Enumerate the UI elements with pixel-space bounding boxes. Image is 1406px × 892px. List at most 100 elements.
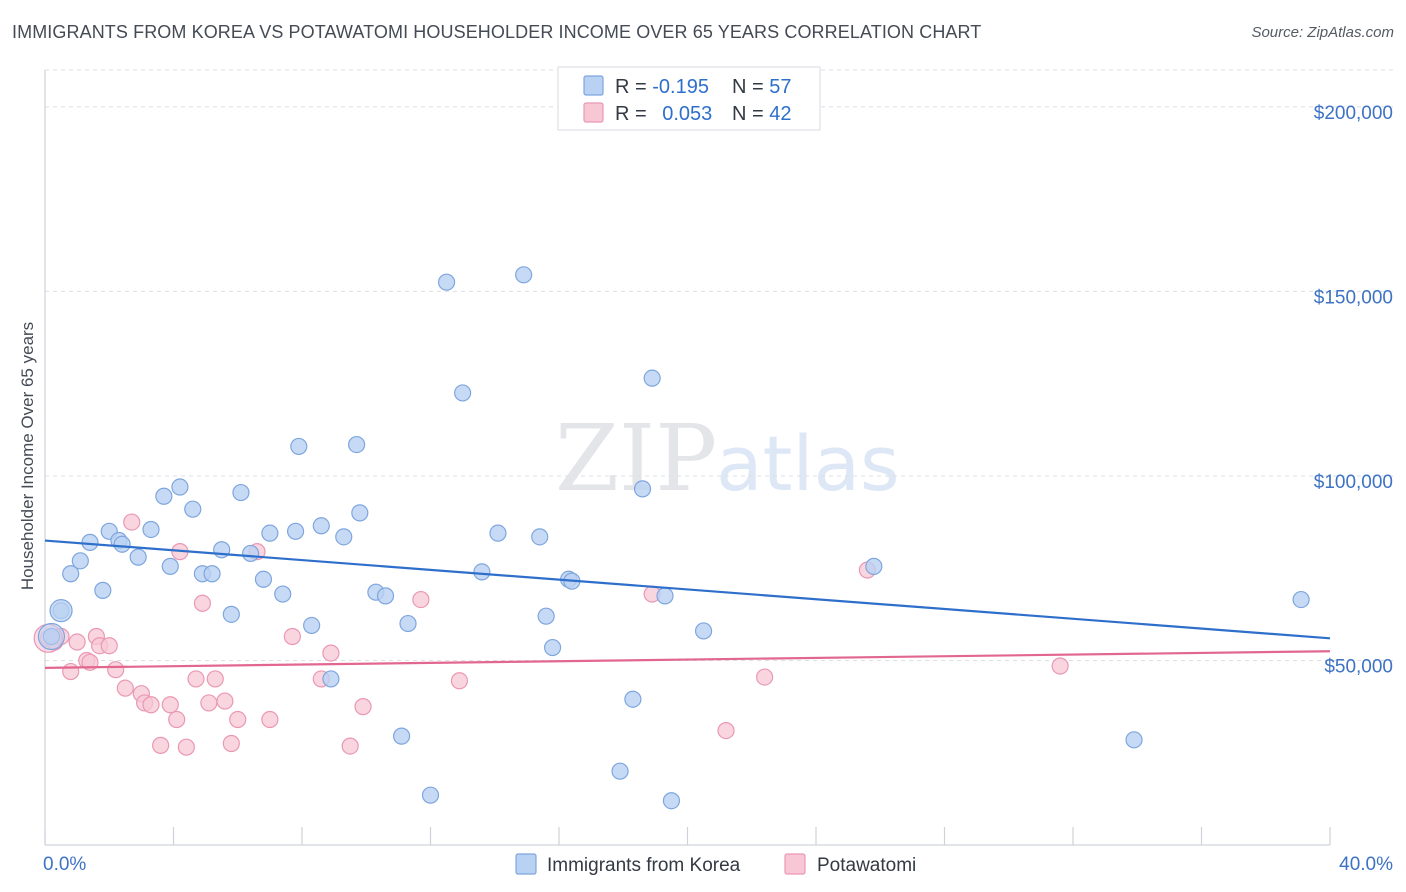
y-tick-label: $150,000 bbox=[1314, 287, 1393, 308]
data-point-potawatomi bbox=[354, 698, 372, 716]
data-point-korea bbox=[454, 384, 472, 402]
data-point-korea bbox=[515, 266, 533, 284]
data-point-korea bbox=[643, 369, 661, 387]
data-point-korea bbox=[113, 535, 131, 553]
data-point-korea bbox=[286, 522, 305, 540]
data-point-korea bbox=[662, 792, 681, 810]
data-point-korea bbox=[312, 517, 330, 535]
data-point-potawatomi bbox=[123, 513, 141, 531]
korea-series bbox=[37, 266, 1310, 810]
data-point-korea bbox=[694, 622, 713, 640]
data-point-korea bbox=[71, 552, 89, 570]
data-point-korea bbox=[155, 487, 173, 505]
data-point-potawatomi bbox=[62, 662, 80, 681]
data-point-potawatomi bbox=[152, 736, 170, 754]
data-point-korea bbox=[421, 786, 440, 804]
legend-korea-r-value: -0.195 bbox=[652, 76, 709, 98]
y-tick-label: $50,000 bbox=[1324, 656, 1393, 677]
potawatomi-series bbox=[33, 513, 1069, 756]
data-point-korea bbox=[437, 273, 456, 291]
data-point-potawatomi bbox=[412, 590, 430, 609]
data-point-potawatomi bbox=[1051, 657, 1069, 675]
data-point-korea bbox=[242, 544, 260, 563]
legend-pota-r-label: R = bbox=[615, 103, 652, 125]
data-point-korea bbox=[254, 570, 273, 588]
data-point-potawatomi bbox=[107, 661, 125, 679]
trend-lines bbox=[44, 539, 1331, 669]
chart-source: Source: ZipAtlas.com bbox=[1251, 24, 1394, 41]
data-point-korea bbox=[290, 437, 308, 456]
data-point-korea bbox=[335, 528, 353, 546]
y-tick-label: $200,000 bbox=[1314, 103, 1393, 124]
top-legend: R = -0.195 N = 57 R = 0.053 N = 42 bbox=[557, 66, 821, 131]
data-point-potawatomi bbox=[206, 670, 224, 688]
zipatlas-watermark: ZIP atlas bbox=[555, 405, 900, 512]
svg-text:R = 0.053: R = 0.053 bbox=[615, 103, 712, 125]
x-tick-label: 0.0% bbox=[43, 854, 86, 875]
x-tick-label: 40.0% bbox=[1339, 854, 1393, 875]
data-point-korea bbox=[274, 585, 292, 603]
x-tick-labels: 0.0% 40.0% bbox=[43, 854, 1393, 875]
data-point-potawatomi bbox=[187, 670, 205, 688]
y-tick-labels: $50,000 $100,000 $150,000 $200,000 bbox=[1314, 103, 1393, 678]
data-point-potawatomi bbox=[100, 637, 118, 655]
data-point-korea bbox=[303, 616, 321, 635]
data-point-korea bbox=[37, 622, 66, 651]
y-tick-label: $100,000 bbox=[1314, 472, 1393, 493]
data-point-potawatomi bbox=[161, 696, 179, 714]
bottom-legend-swatch-potawatomi bbox=[784, 853, 806, 875]
grid bbox=[45, 69, 1393, 661]
data-point-korea bbox=[322, 670, 340, 688]
data-point-potawatomi bbox=[222, 734, 240, 753]
data-point-potawatomi bbox=[283, 627, 301, 646]
data-point-korea bbox=[865, 557, 883, 575]
legend-korea-n-label: N = bbox=[732, 76, 769, 98]
watermark-atlas: atlas bbox=[716, 419, 900, 508]
data-point-korea bbox=[171, 478, 189, 496]
data-point-korea bbox=[142, 520, 160, 539]
data-point-potawatomi bbox=[216, 692, 234, 710]
data-point-korea bbox=[1292, 590, 1310, 609]
data-point-potawatomi bbox=[68, 633, 86, 651]
svg-text:R = -0.195: R = -0.195 bbox=[615, 76, 709, 98]
data-point-korea bbox=[376, 587, 395, 605]
data-point-korea bbox=[161, 557, 179, 575]
trend-line-potawatomi bbox=[44, 650, 1331, 669]
data-point-korea bbox=[399, 614, 417, 633]
data-point-potawatomi bbox=[200, 694, 218, 712]
data-point-potawatomi bbox=[717, 721, 735, 740]
data-point-korea bbox=[624, 690, 642, 708]
data-point-korea bbox=[489, 524, 507, 542]
legend-pota-r-value: 0.053 bbox=[662, 103, 712, 125]
trend-line-korea bbox=[44, 539, 1331, 640]
data-point-korea bbox=[232, 483, 250, 502]
data-point-korea bbox=[543, 638, 562, 657]
data-point-korea bbox=[184, 500, 202, 518]
chart-title: IMMIGRANTS FROM KOREA VS POTAWATOMI HOUS… bbox=[12, 22, 982, 42]
data-point-korea bbox=[49, 599, 73, 623]
watermark-zip: ZIP bbox=[555, 405, 717, 512]
data-point-potawatomi bbox=[229, 710, 247, 729]
data-point-potawatomi bbox=[755, 668, 774, 686]
data-point-korea bbox=[348, 435, 366, 454]
bottom-legend-label-korea: Immigrants from Korea bbox=[547, 855, 741, 876]
legend-swatch-potawatomi bbox=[583, 102, 604, 123]
data-point-potawatomi bbox=[450, 672, 469, 690]
data-point-korea bbox=[392, 727, 411, 745]
bottom-legend: Immigrants from Korea Potawatomi bbox=[515, 853, 916, 876]
data-point-korea bbox=[633, 480, 652, 498]
bottom-legend-swatch-korea bbox=[515, 853, 537, 875]
data-point-potawatomi bbox=[261, 710, 279, 729]
data-point-potawatomi bbox=[177, 738, 195, 756]
data-point-potawatomi bbox=[193, 594, 212, 612]
data-point-korea bbox=[473, 563, 491, 581]
legend-pota-n-label: N = bbox=[732, 103, 769, 125]
data-point-korea bbox=[537, 607, 555, 625]
bottom-legend-label-potawatomi: Potawatomi bbox=[817, 855, 916, 876]
legend-korea-n-value: 57 bbox=[769, 76, 791, 98]
data-point-korea bbox=[261, 524, 279, 542]
data-point-potawatomi bbox=[322, 644, 340, 662]
data-point-potawatomi bbox=[168, 710, 186, 729]
data-point-korea bbox=[129, 548, 147, 566]
